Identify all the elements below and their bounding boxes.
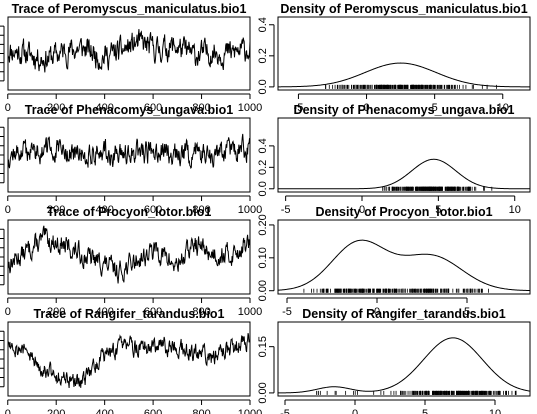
x-tick-label: 10 — [489, 408, 501, 414]
x-tick-label: 5 — [432, 102, 438, 114]
plot-frame — [7, 117, 251, 193]
x-tick-label: 0 — [363, 102, 369, 114]
y-tick-label: 0.2 — [257, 48, 269, 63]
x-tick-label: 200 — [47, 102, 65, 114]
x-tick-label: 600 — [144, 408, 162, 414]
panel-title: Density of Peromyscus_maniculatus.bio1 — [280, 2, 527, 16]
x-tick-label: 0 — [5, 408, 11, 414]
panel-title: Density of Procyon_lotor.bio1 — [315, 205, 492, 219]
plot-frame — [7, 321, 251, 397]
x-tick-label: 5 — [464, 306, 470, 318]
panel-density-of-phenacomys-ungava-bio1: -5 0 5 10 0.0 0.2 0.4 Density of Phenacomys_ung… — [257, 103, 531, 216]
panel-density-of-procyon-lotor-bio1: -5 0 5 0.00 0.10 0.20 Density of Procyon_lotor… — [257, 205, 531, 318]
rug-marks — [303, 288, 489, 293]
panel-title: Density of Rangifer_tarandus.bio1 — [302, 307, 506, 321]
x-tick-label: -5 — [280, 408, 290, 414]
x-tick-label: 1000 — [238, 204, 262, 216]
y-tick-label: 0.4 — [257, 138, 269, 153]
density-curve — [278, 62, 530, 88]
y-tick-label: 0.00 — [257, 280, 269, 301]
x-tick-label: 400 — [95, 306, 113, 318]
panel-trace-of-rangifer-tarandus-bio1: 0 200 400 600 800 1000 Trace of Rangifer_taran… — [0, 307, 262, 414]
density-curve — [278, 158, 530, 190]
x-tick-label: 0 — [5, 204, 11, 216]
x-tick-label: 1000 — [238, 408, 262, 414]
x-tick-label: 400 — [95, 408, 113, 414]
x-tick-label: 800 — [192, 408, 210, 414]
x-tick-label: 200 — [47, 306, 65, 318]
panel-title: Trace of Phenacomys_ungava.bio1 — [25, 103, 233, 117]
plot-frame — [277, 321, 531, 397]
x-tick-label: 0 — [5, 306, 11, 318]
panel-title: Trace of Peromyscus_maniculatus.bio1 — [12, 2, 247, 16]
x-tick-label: 0 — [352, 408, 358, 414]
x-tick-label: 200 — [47, 204, 65, 216]
x-tick-label: 600 — [144, 102, 162, 114]
y-tick-label: 0.10 — [257, 247, 269, 268]
trace-line — [7, 29, 251, 73]
y-tick-label: 0.0 — [257, 79, 269, 94]
panel-density-of-peromyscus-maniculatus-bio1: -5 0 5 10 0.0 0.2 0.4 Density of Peromyscus_man… — [257, 2, 531, 114]
x-tick-label: 400 — [95, 102, 113, 114]
panel-title: Density of Phenacomys_ungava.bio1 — [294, 103, 515, 117]
plot-frame — [277, 16, 531, 91]
x-tick-label: 600 — [144, 204, 162, 216]
x-tick-label: 200 — [47, 408, 65, 414]
rug-marks — [382, 186, 493, 191]
plot-frame — [277, 219, 531, 295]
panel-trace-of-phenacomys-ungava-bio1: 0 200 400 600 800 1000 Trace of Phenacomys_ung… — [0, 103, 262, 216]
x-tick-label: 800 — [192, 204, 210, 216]
plot-frame — [7, 16, 251, 91]
density-curve — [277, 239, 531, 292]
x-tick-label: -5 — [281, 204, 291, 216]
x-tick-label: -5 — [294, 102, 304, 114]
x-tick-label: 1000 — [238, 102, 262, 114]
x-tick-label: 800 — [192, 102, 210, 114]
trace-line — [7, 133, 251, 170]
x-tick-label: 600 — [144, 306, 162, 318]
x-tick-label: 5 — [435, 204, 441, 216]
x-tick-label: 400 — [95, 204, 113, 216]
y-tick-label: 0.00 — [257, 382, 269, 403]
x-tick-label: 10 — [497, 102, 509, 114]
panel-title: Trace of Rangifer_tarandus.bio1 — [33, 307, 224, 321]
x-tick-label: -5 — [282, 306, 292, 318]
rug-marks — [316, 390, 517, 395]
panel-title: Trace of Procyon_lotor.bio1 — [47, 205, 212, 219]
y-tick-label: 0.15 — [257, 336, 269, 357]
x-tick-label: 0 — [5, 102, 11, 114]
plot-frame — [277, 117, 531, 193]
x-tick-label: 5 — [422, 408, 428, 414]
y-tick-label: 0.4 — [257, 17, 269, 32]
x-tick-label: 1000 — [238, 306, 262, 318]
plot-frame — [7, 219, 251, 295]
panel-trace-of-peromyscus-maniculatus-bio1: 0 200 400 600 800 1000 Trace of Peromyscus_man… — [0, 2, 262, 114]
y-tick-label: 0.2 — [257, 160, 269, 175]
y-tick-label: 0.0 — [257, 181, 269, 196]
x-tick-label: 10 — [509, 204, 521, 216]
panel-density-of-rangifer-tarandus-bio1: -5 0 5 10 0.00 0.15 Density of Rangifer_tarand… — [257, 307, 531, 414]
panel-trace-of-procyon-lotor-bio1: 0 200 400 600 800 1000 Trace of Procyon_lotor.… — [0, 205, 262, 318]
x-tick-label: 0 — [374, 306, 380, 318]
trace-line — [7, 333, 251, 388]
trace-line — [7, 225, 251, 284]
rug-marks — [325, 84, 497, 89]
y-tick-label: 0.20 — [257, 214, 269, 235]
density-curve — [278, 337, 531, 394]
x-tick-label: 800 — [192, 306, 210, 318]
x-tick-label: 0 — [359, 204, 365, 216]
